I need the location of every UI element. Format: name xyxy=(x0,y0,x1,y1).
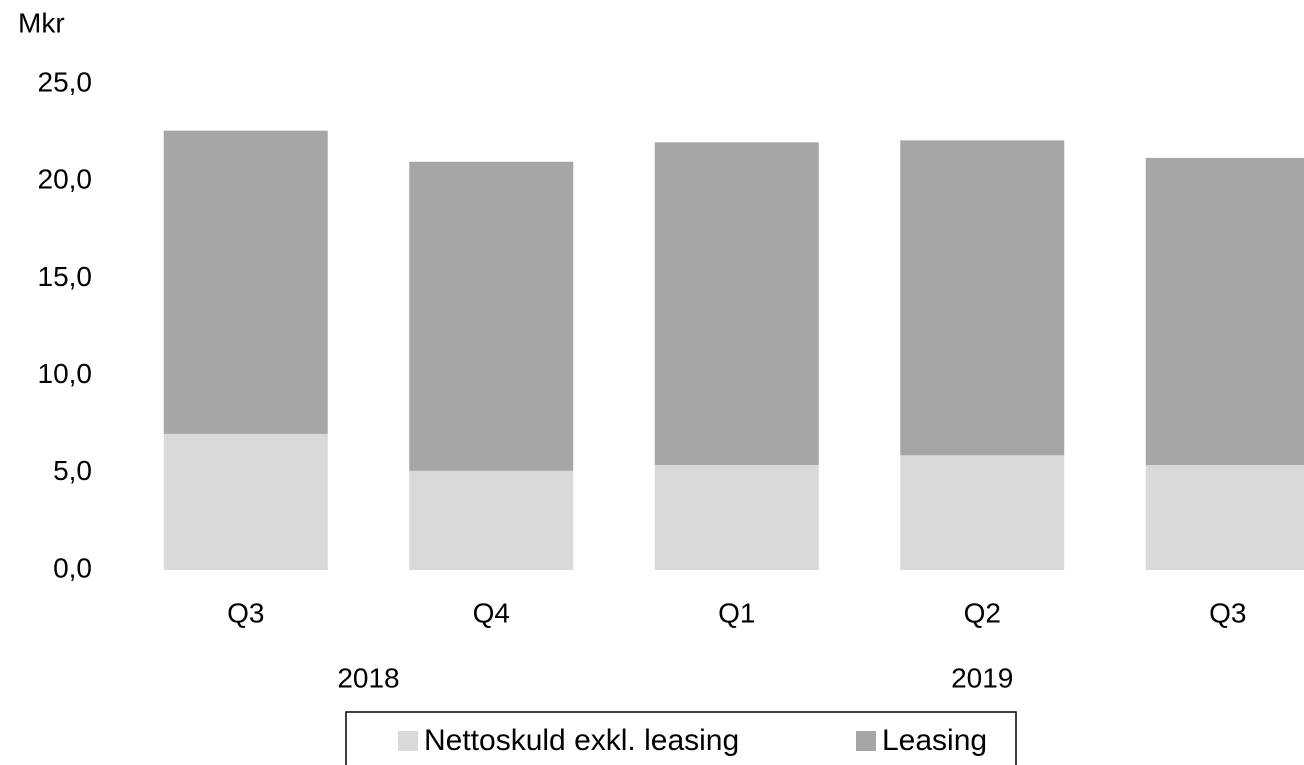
y-tick-label: 20,0 xyxy=(38,164,93,195)
y-tick-label: 10,0 xyxy=(38,358,93,389)
legend-label: Leasing xyxy=(882,724,987,757)
bar-segment xyxy=(409,161,574,471)
bar-segment xyxy=(654,465,819,570)
bar-segment xyxy=(1145,157,1304,466)
x-tick-label: Q3 xyxy=(1209,597,1246,628)
bar-segment xyxy=(900,455,1065,570)
bar-segment xyxy=(163,130,328,434)
bar-segment xyxy=(900,140,1065,456)
x-tick-label: Q3 xyxy=(227,597,264,628)
x-group-label: 2018 xyxy=(337,662,399,693)
y-tick-label: 5,0 xyxy=(53,455,92,486)
y-tick-label: 25,0 xyxy=(38,66,93,97)
legend-box xyxy=(345,711,1017,765)
x-tick-label: Q4 xyxy=(473,597,510,628)
bar-segment xyxy=(1145,465,1304,570)
bar-segment xyxy=(163,433,328,570)
x-tick-label: Q1 xyxy=(718,597,755,628)
y-tick-label: 0,0 xyxy=(53,552,92,583)
x-group-label: 2019 xyxy=(951,662,1013,693)
bar-segment xyxy=(409,470,574,570)
y-axis-label: Mkr xyxy=(18,7,65,38)
legend-label: Nettoskuld exkl. leasing xyxy=(424,724,739,757)
legend-swatch xyxy=(856,731,876,751)
legend-swatch xyxy=(398,731,418,751)
x-tick-label: Q2 xyxy=(964,597,1001,628)
bar-segment xyxy=(654,142,819,466)
y-tick-label: 15,0 xyxy=(38,261,93,292)
